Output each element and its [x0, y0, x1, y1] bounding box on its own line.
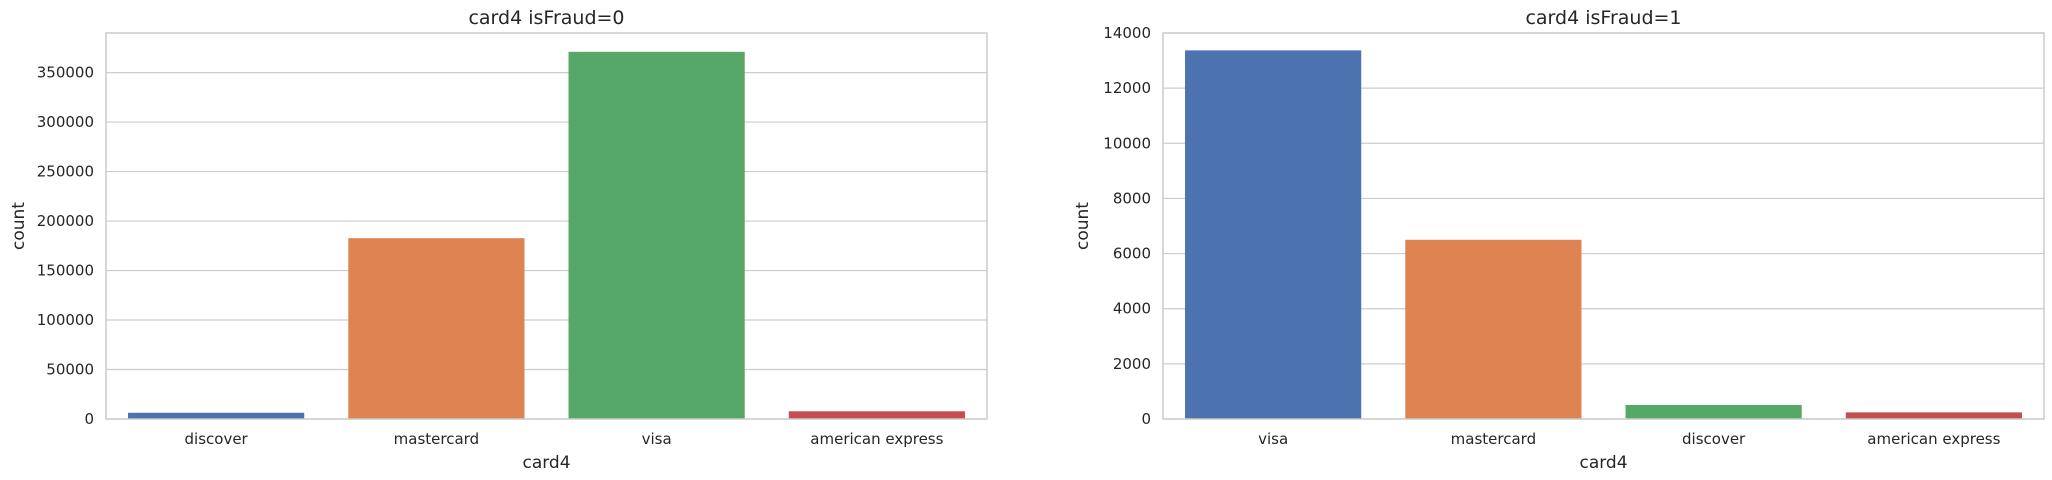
x-tick-label: american express	[1867, 430, 2000, 448]
bar-visa	[1185, 50, 1362, 420]
y-tick-label: 0	[1141, 410, 1151, 428]
x-axis-label: card4	[1579, 453, 1627, 473]
bar-discover	[128, 412, 305, 419]
y-tick-label: 4000	[1113, 300, 1151, 318]
bar-discover	[1625, 404, 1802, 419]
y-tick-label: 300000	[37, 113, 94, 131]
y-tick-label: 100000	[37, 311, 94, 329]
y-axis-label: count	[1073, 202, 1093, 250]
x-tick-label: visa	[1258, 430, 1288, 448]
x-tick-label: mastercard	[394, 430, 479, 448]
y-tick-label: 8000	[1113, 189, 1151, 207]
y-tick-label: 10000	[1103, 134, 1151, 152]
axes-frame	[1162, 32, 2045, 420]
bar-american-express	[1845, 412, 2022, 419]
x-tick-label: visa	[642, 430, 672, 448]
x-tick-label: mastercard	[1451, 430, 1536, 448]
y-tick-label: 12000	[1103, 79, 1151, 97]
bar-mastercard	[348, 238, 525, 419]
y-tick-label: 250000	[37, 163, 94, 181]
chart-0: 0 50000 100000 150000 200000 250000 300000 3500…	[9, 7, 988, 473]
y-tick-label: 50000	[46, 361, 94, 379]
x-axis-label: card4	[522, 453, 570, 473]
y-tick-label: 350000	[37, 64, 94, 82]
y-tick-label: 200000	[37, 212, 94, 230]
chart-title: card4 isFraud=0	[468, 7, 624, 29]
x-tick-label: discover	[185, 430, 249, 448]
chart-title: card4 isFraud=1	[1525, 7, 1681, 29]
y-tick-label: 6000	[1113, 245, 1151, 263]
y-tick-label: 0	[84, 410, 94, 428]
chart-1: 0 2000 4000 6000 8000 10000 12000 14000 visa mast…	[1073, 7, 2045, 473]
x-tick-label: american express	[810, 430, 943, 448]
bar-visa	[568, 51, 745, 420]
y-axis-label: count	[9, 202, 29, 250]
bar-mastercard	[1405, 239, 1582, 419]
y-tick-label: 2000	[1113, 355, 1151, 373]
x-tick-label: discover	[1682, 430, 1746, 448]
y-tick-label: 150000	[37, 262, 94, 280]
axes-frame	[105, 32, 988, 420]
bar-american-express	[788, 411, 965, 419]
y-tick-label: 14000	[1103, 24, 1151, 42]
